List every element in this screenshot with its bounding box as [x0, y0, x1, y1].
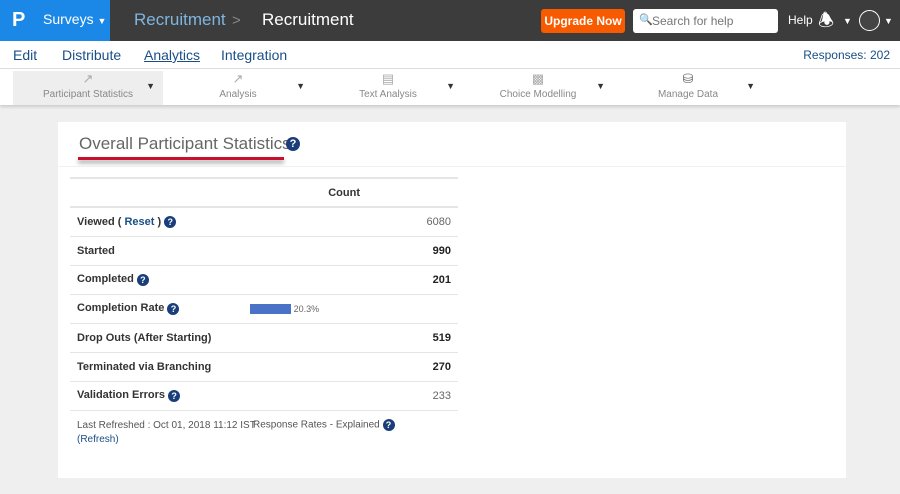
caret-down-icon[interactable]: ▼: [146, 81, 155, 91]
responses-count: Responses: 202: [803, 48, 890, 62]
row-label: Completion Rate ?: [70, 294, 250, 324]
nav-distribute[interactable]: Distribute: [62, 47, 122, 63]
nav-integration[interactable]: Integration: [221, 47, 288, 63]
refresh-link[interactable]: (Refresh): [77, 434, 119, 445]
row-label: Drop Outs (After Starting): [70, 323, 250, 353]
help-icon[interactable]: ?: [286, 137, 300, 151]
caret-down-icon[interactable]: ▼: [446, 81, 455, 91]
bar-chart-icon: ▩: [531, 71, 545, 86]
table-row: Started 990: [70, 236, 458, 266]
page-title: Overall Participant Statistics: [79, 134, 291, 153]
help-icon[interactable]: ?: [164, 215, 177, 228]
main-nav: Edit Distribute Analytics Integration Re…: [0, 41, 900, 69]
response-rates-explained[interactable]: Response Rates - Explained ?: [253, 419, 395, 431]
caret-down-icon[interactable]: ▼: [746, 81, 755, 91]
row-value: 201: [360, 265, 458, 295]
row-label: Completed ?: [70, 265, 250, 295]
nav-edit[interactable]: Edit: [13, 47, 38, 63]
help-icon[interactable]: ?: [136, 273, 149, 286]
statistics-card: Overall Participant Statistics ? Count V…: [58, 122, 846, 478]
help-icon[interactable]: ?: [167, 302, 180, 315]
table-row: Drop Outs (After Starting) 519: [70, 323, 458, 353]
tool-label: Participant Statistics: [42, 89, 134, 100]
scatter-chart-icon: ↗: [232, 71, 244, 86]
tool-label: Manage Data: [657, 89, 719, 100]
table-row: Validation Errors ? 233: [70, 381, 458, 411]
surveys-menu[interactable]: Surveys ▼: [43, 11, 106, 27]
help-icon[interactable]: ?: [168, 389, 181, 402]
document-icon: ▤: [381, 71, 395, 86]
tool-choice-modelling[interactable]: ▩ Choice Modelling ▼: [463, 71, 613, 105]
caret-down-icon[interactable]: ▼: [843, 16, 852, 26]
row-value: 6080: [360, 207, 458, 237]
top-bar: P Surveys ▼ Recruitment > Recruitment Up…: [0, 0, 900, 41]
breadcrumb-parent[interactable]: Recruitment: [134, 10, 226, 29]
title-underline: [78, 157, 284, 160]
row-value: 519: [360, 323, 458, 353]
table-row: Completed ? 201: [70, 265, 458, 295]
bell-icon[interactable]: 🕭: [818, 10, 835, 30]
row-label-text: Completed: [77, 273, 134, 286]
avatar[interactable]: [859, 10, 880, 31]
breadcrumb-current: Recruitment: [262, 10, 354, 29]
brand-area: P Surveys ▼: [0, 0, 110, 41]
caret-down-icon: ▼: [97, 16, 107, 26]
caret-down-icon[interactable]: ▼: [884, 16, 893, 26]
help-link[interactable]: Help: [788, 13, 813, 27]
column-header-count: Count: [250, 177, 360, 208]
tool-label: Analysis: [219, 89, 257, 100]
table-row: Viewed ( Reset ) ? 6080: [70, 207, 458, 237]
row-label: Terminated via Branching: [70, 352, 250, 382]
stats-table: Count Viewed ( Reset ) ? 6080 Started 990 …: [70, 177, 458, 411]
tool-label: Choice Modelling: [499, 89, 577, 100]
database-icon: ⛁: [682, 71, 694, 86]
logo[interactable]: P: [12, 9, 26, 31]
line-chart-icon: ↗: [82, 71, 94, 86]
table-row: Completion Rate ? 20.3%: [70, 294, 458, 324]
completion-rate-bar: [250, 303, 291, 314]
search-help-input[interactable]: [633, 9, 778, 33]
search-icon: 🔍: [639, 14, 653, 26]
last-refreshed-text: Last Refreshed : Oct 01, 2018 11:12 IST: [77, 420, 256, 431]
caret-down-icon[interactable]: ▼: [296, 81, 305, 91]
divider: [58, 166, 846, 167]
tool-manage-data[interactable]: ⛁ Manage Data ▼: [613, 71, 763, 105]
breadcrumb-separator: >: [232, 12, 241, 29]
row-label: Validation Errors ?: [70, 381, 250, 411]
row-value: 233: [360, 381, 458, 411]
completion-rate-value: 20.3%: [293, 303, 320, 314]
reset-link[interactable]: Reset: [124, 215, 155, 228]
caret-down-icon[interactable]: ▼: [596, 81, 605, 91]
help-icon[interactable]: ?: [382, 419, 395, 431]
surveys-label: Surveys: [43, 11, 94, 27]
row-value: 270: [360, 352, 458, 382]
tool-analysis[interactable]: ↗ Analysis ▼: [163, 71, 313, 105]
tool-text-analysis[interactable]: ▤ Text Analysis ▼: [313, 71, 463, 105]
tool-participant-statistics[interactable]: ↗ Participant Statistics ▼: [13, 71, 163, 105]
row-label: Viewed ( Reset ) ?: [70, 207, 250, 237]
upgrade-now-button[interactable]: Upgrade Now: [541, 9, 625, 33]
tool-label: Text Analysis: [359, 89, 417, 100]
response-rates-link[interactable]: Response Rates - Explained: [253, 419, 380, 431]
table-row: Terminated via Branching 270: [70, 352, 458, 382]
row-value: 990: [360, 236, 458, 266]
row-label-text: Completion Rate: [77, 302, 165, 315]
last-refreshed: Last Refreshed : Oct 01, 2018 11:12 IST (…: [77, 419, 256, 447]
row-label: Started: [70, 236, 250, 266]
analytics-toolbar: ↗ Participant Statistics ▼ ↗ Analysis ▼ ▤ Tex…: [0, 69, 900, 105]
row-label-text: Validation Errors: [77, 389, 166, 402]
nav-analytics[interactable]: Analytics: [144, 47, 201, 63]
